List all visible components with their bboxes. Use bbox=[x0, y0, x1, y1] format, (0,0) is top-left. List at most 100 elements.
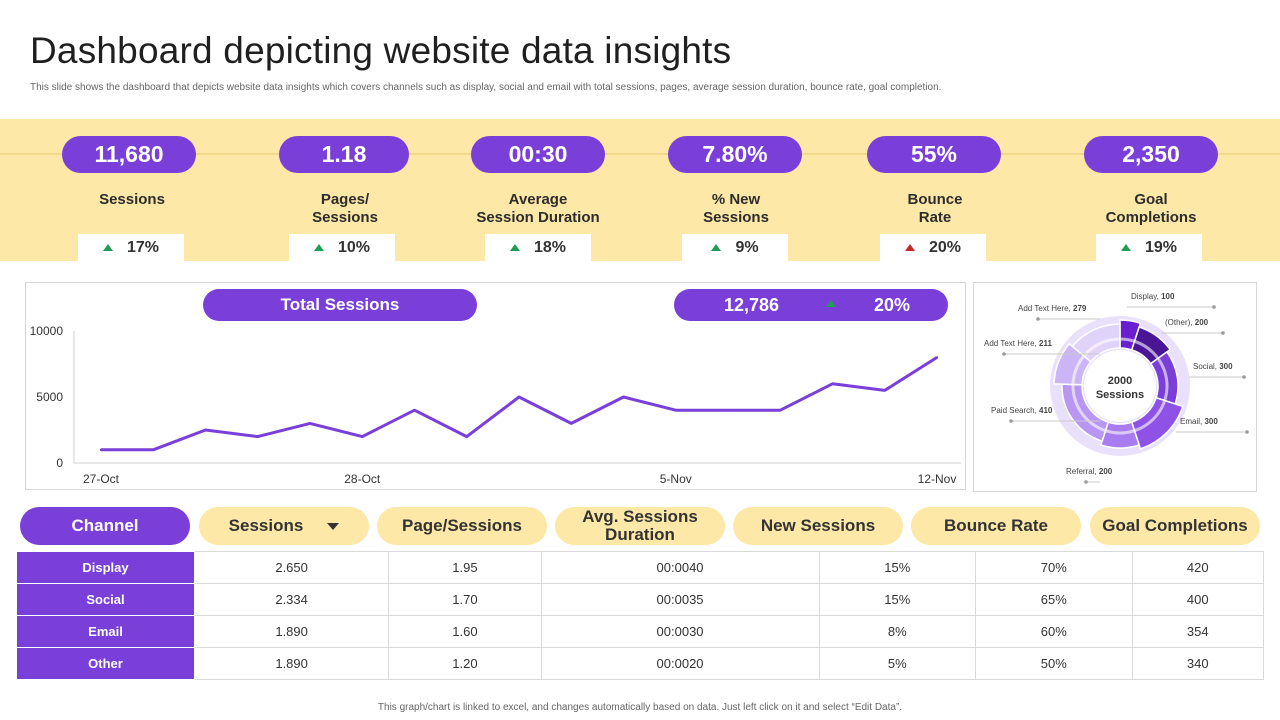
sessions-data-point bbox=[570, 422, 573, 425]
kpi-value: 11,680 bbox=[62, 136, 196, 173]
donut-callout-dot bbox=[1009, 419, 1013, 423]
header-new-sessions[interactable]: New Sessions bbox=[733, 507, 903, 545]
up-arrow-icon bbox=[1120, 244, 1131, 251]
donut-callout-label: Display, 100 bbox=[1131, 292, 1175, 301]
kpi-bounce-rate: 55% Bounce Rate 20% bbox=[865, 119, 1005, 261]
kpi-label: Average Session Duration bbox=[476, 191, 600, 226]
donut-callout-dot bbox=[1242, 375, 1246, 379]
footer-note: This graph/chart is linked to excel, and… bbox=[377, 702, 903, 713]
header-sessions-label: Sessions bbox=[228, 516, 304, 535]
donut-callout-dot bbox=[1036, 317, 1040, 321]
table-cell: 1.890 bbox=[193, 647, 390, 680]
table-cell: 50% bbox=[975, 647, 1133, 680]
donut-callout-label: Referral, 200 bbox=[1066, 467, 1113, 476]
kpi-change-value: 9% bbox=[735, 238, 759, 256]
kpi-change: 19% bbox=[1096, 234, 1202, 261]
kpi-label: Goal Completions bbox=[1105, 191, 1197, 226]
kpi-value: 7.80% bbox=[668, 136, 802, 173]
table-cell: 5% bbox=[818, 647, 976, 680]
donut-callout-dot bbox=[1221, 331, 1225, 335]
kpi-change-value: 17% bbox=[126, 238, 160, 256]
donut-callout-dot bbox=[1002, 352, 1006, 356]
sessions-data-point bbox=[99, 448, 103, 451]
sessions-data-point bbox=[308, 422, 312, 425]
kpi-label: Sessions bbox=[99, 191, 165, 208]
table-cell-channel: Display bbox=[16, 551, 195, 584]
total-sessions-line-chart: 10000 5000 0 27-Oct 28-Oct 5-Nov 12-Nov bbox=[30, 324, 961, 486]
table-cell: 2.650 bbox=[193, 551, 390, 584]
donut-inner-ring bbox=[1071, 337, 1169, 435]
kpi-value: 1.18 bbox=[279, 136, 409, 173]
total-sessions-change: 20% bbox=[874, 295, 911, 315]
table-row: Social 2.334 1.70 00:0035 15% 65% 400 bbox=[16, 583, 1264, 616]
table-cell: 00:0040 bbox=[540, 551, 820, 584]
kpi-change-value: 18% bbox=[533, 238, 567, 256]
up-arrow-icon bbox=[509, 244, 520, 251]
sessions-data-point bbox=[152, 448, 155, 451]
table-cell: 70% bbox=[975, 551, 1133, 584]
chevron-down-icon[interactable] bbox=[327, 522, 340, 530]
header-sessions[interactable]: Sessions bbox=[199, 507, 369, 545]
table-cell: 15% bbox=[818, 551, 976, 584]
header-bounce-rate[interactable]: Bounce Rate bbox=[911, 507, 1081, 545]
table-cell: 00:0035 bbox=[540, 583, 820, 616]
table-cell: 65% bbox=[975, 583, 1133, 616]
kpi-change-value: 10% bbox=[337, 238, 371, 256]
table-row: Other 1.890 1.20 00:0020 5% 50% 340 bbox=[16, 647, 1264, 680]
header-channel[interactable]: Channel bbox=[20, 507, 190, 545]
x-tick-label: 5-Nov bbox=[660, 472, 692, 486]
kpi-label: Bounce Rate bbox=[907, 191, 963, 226]
up-arrow-icon bbox=[711, 244, 722, 251]
donut-callout-dot bbox=[1212, 305, 1216, 309]
kpi-change: 10% bbox=[289, 234, 395, 261]
donut-callout-dot bbox=[1245, 430, 1249, 434]
up-arrow-icon bbox=[102, 244, 113, 251]
table-cell: 1.20 bbox=[388, 647, 542, 680]
total-sessions-value: 12,786 bbox=[724, 295, 780, 315]
kpi-band: 11,680 Sessions 17% 1.18 Pages/ Sessions… bbox=[0, 119, 1280, 261]
y-tick-label: 0 bbox=[56, 456, 63, 470]
table-row: Email 1.890 1.60 00:0030 8% 60% 354 bbox=[16, 615, 1264, 648]
page-title: Dashboard depicting website data insight… bbox=[30, 30, 732, 71]
sessions-series-line bbox=[101, 356, 938, 452]
sessions-data-point bbox=[883, 389, 886, 392]
kpi-pages-sessions: 1.18 Pages/ Sessions 10% bbox=[275, 119, 415, 261]
kpi-change: 17% bbox=[78, 234, 184, 261]
sessions-data-point bbox=[413, 409, 416, 412]
up-arrow-icon bbox=[313, 244, 324, 251]
kpi-change-value: 20% bbox=[928, 238, 962, 256]
sessions-data-point bbox=[726, 409, 730, 412]
donut-center-label: Sessions bbox=[1096, 389, 1144, 401]
header-page-sessions[interactable]: Page/Sessions bbox=[377, 507, 547, 545]
sessions-data-point bbox=[517, 395, 521, 399]
total-sessions-panel: Total Sessions 12,786 20% 10000 5000 0 27-O… bbox=[25, 282, 966, 490]
kpi-change: 18% bbox=[485, 234, 591, 261]
sessions-data-point bbox=[622, 395, 625, 399]
table-cell: 1.890 bbox=[193, 615, 390, 648]
table-cell: 00:0020 bbox=[540, 647, 820, 680]
table-cell: 1.60 bbox=[388, 615, 542, 648]
table-cell: 00:0030 bbox=[540, 615, 820, 648]
table-cell-channel: Email bbox=[16, 615, 195, 648]
donut-callout-label: Social, 300 bbox=[1193, 362, 1233, 371]
header-goal-completions[interactable]: Goal Completions bbox=[1090, 507, 1260, 545]
kpi-band-line bbox=[0, 153, 1280, 155]
sessions-data-point bbox=[831, 382, 834, 385]
sessions-data-point bbox=[256, 435, 259, 438]
table-cell: 400 bbox=[1131, 583, 1264, 616]
header-avg-duration[interactable]: Avg. Sessions Duration bbox=[555, 507, 725, 545]
sessions-donut-chart: 2000 Sessions Display, 100 (Other), 200 Soci… bbox=[984, 292, 1249, 484]
donut-slice-email bbox=[1130, 396, 1184, 450]
table-cell: 2.334 bbox=[193, 583, 390, 616]
kpi-change-value: 19% bbox=[1144, 238, 1178, 256]
sessions-data-point bbox=[674, 409, 677, 412]
x-tick-label: 27-Oct bbox=[83, 472, 120, 486]
donut-hole bbox=[1084, 350, 1156, 422]
table-cell: 354 bbox=[1131, 615, 1264, 648]
kpi-change: 9% bbox=[682, 234, 788, 261]
kpi-label: Pages/ Sessions bbox=[312, 191, 378, 226]
kpi-sessions: 11,680 Sessions 17% bbox=[62, 119, 202, 261]
table-row: Display 2.650 1.95 00:0040 15% 70% 420 bbox=[16, 551, 1264, 584]
kpi-goal-completions: 2,350 Goal Completions 19% bbox=[1081, 119, 1221, 261]
table-cell: 1.95 bbox=[388, 551, 542, 584]
